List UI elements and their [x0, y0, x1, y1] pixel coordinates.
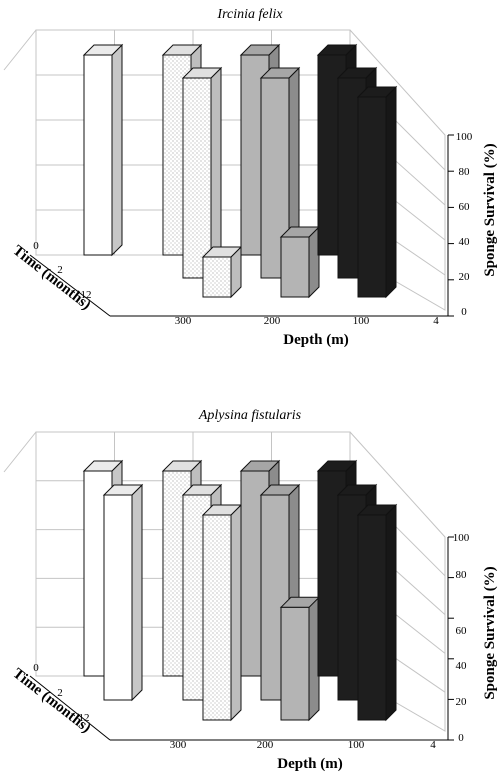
left-wall	[3, 29, 37, 71]
bars	[82, 43, 398, 299]
bar-front-4m-t12	[357, 96, 387, 298]
survival-tick-label: 40	[459, 236, 471, 248]
bar-top-4m-t2	[336, 484, 378, 496]
time-tick-label: 0	[33, 662, 39, 674]
bar-top-4m-t12	[356, 86, 398, 98]
bar-top-200m-t2	[181, 67, 223, 79]
bar-top-300m-t0	[82, 460, 124, 472]
time-tick-label: 12	[79, 712, 90, 724]
bar-side-200m-t12	[230, 503, 242, 722]
depth-tick-label: 300	[170, 739, 187, 751]
bar-front-200m-t2	[182, 77, 212, 279]
bar-top-4m-t12	[356, 504, 398, 516]
survival-tick-label: 20	[456, 696, 468, 708]
bar-top-300m-t2	[102, 484, 144, 496]
time-axis-line	[29, 254, 111, 317]
bar-front-4m-t12	[357, 514, 387, 721]
axes	[29, 536, 454, 741]
time-tick-label: 12	[81, 289, 92, 301]
axes	[29, 134, 454, 317]
survival-tick-label: 0	[461, 306, 467, 318]
bar-top-300m-t0	[82, 44, 124, 56]
bar-top-4m-t2	[336, 67, 378, 79]
time-axis-line	[29, 675, 111, 741]
survival-axis-title: Sponge Survival (%)	[482, 143, 498, 276]
left-wall	[3, 431, 37, 473]
bar-top-100m-t0	[239, 44, 281, 56]
bar-side-300m-t2	[131, 483, 143, 702]
depth-tick-label: 4	[433, 315, 439, 327]
survival-tick-label: 40	[456, 660, 468, 672]
right-wall	[349, 29, 446, 311]
depth-tick-label: 300	[175, 315, 192, 327]
bar-side-300m-t0	[111, 43, 123, 257]
chart-ircinia-felix: Ircinia felix 300 200 100 4 0 2 12 0 20 …	[3, 7, 498, 348]
bar-top-100m-t2	[259, 484, 301, 496]
depth-axis-title: Depth (m)	[283, 332, 348, 348]
bars	[82, 459, 398, 722]
bar-top-200m-t2	[181, 484, 223, 496]
survival-tick-label: 0	[458, 732, 464, 744]
survival-tick-label: 60	[459, 201, 471, 213]
time-axis-title: Time (months)	[10, 243, 94, 314]
survival-tick-label: 100	[453, 532, 470, 544]
time-tick-label: 0	[33, 240, 39, 252]
survival-tick-label: 60	[456, 625, 468, 637]
bar-top-100m-t0	[239, 460, 281, 472]
bar-top-100m-t2	[259, 67, 301, 79]
bar-front-300m-t2	[103, 494, 133, 701]
depth-tick-label: 100	[348, 739, 365, 751]
bar-top-4m-t0	[316, 44, 358, 56]
depth-axis-title: Depth (m)	[277, 756, 342, 772]
depth-tick-label: 100	[353, 315, 370, 327]
time-tick-label: 2	[57, 264, 63, 276]
bar-front-100m-t12	[280, 236, 310, 298]
bar-front-200m-t12	[202, 256, 232, 298]
bar-top-200m-t0	[161, 44, 203, 56]
survival-tick-label: 20	[459, 271, 471, 283]
depth-tick-labels: 300 200 100 4	[175, 315, 440, 327]
time-tick-labels: 0 2 12	[33, 662, 89, 724]
bar-front-100m-t12	[280, 606, 310, 721]
bar-front-300m-t0	[83, 54, 113, 256]
depth-tick-labels: 300 200 100 4	[170, 739, 437, 751]
time-tick-label: 2	[57, 687, 63, 699]
bar-side-4m-t12	[385, 85, 397, 299]
depth-tick-label: 200	[257, 739, 274, 751]
right-wall	[349, 431, 446, 732]
time-tick-labels: 0 2 12	[33, 240, 91, 301]
chart-title: Aplysina fistularis	[198, 408, 302, 423]
bar-top-4m-t0	[316, 460, 358, 472]
chart-title: Ircinia felix	[216, 7, 283, 22]
bar-top-200m-t0	[161, 460, 203, 472]
bar-side-4m-t12	[385, 503, 397, 722]
survival-tick-label: 100	[456, 131, 473, 143]
survival-tick-label: 80	[459, 166, 471, 178]
depth-tick-label: 4	[430, 739, 436, 751]
chart-aplysina-fistularis: Aplysina fistularis 300 200 100 4 0 2 12…	[3, 408, 498, 772]
survival-tick-labels: 0 20 40 60 80 100	[453, 532, 470, 744]
depth-tick-label: 200	[264, 315, 281, 327]
bar-front-200m-t12	[202, 514, 232, 721]
survival-axis-title: Sponge Survival (%)	[482, 566, 498, 699]
survival-tick-labels: 0 20 40 60 80 100	[456, 131, 473, 318]
survival-tick-label: 80	[456, 569, 468, 581]
